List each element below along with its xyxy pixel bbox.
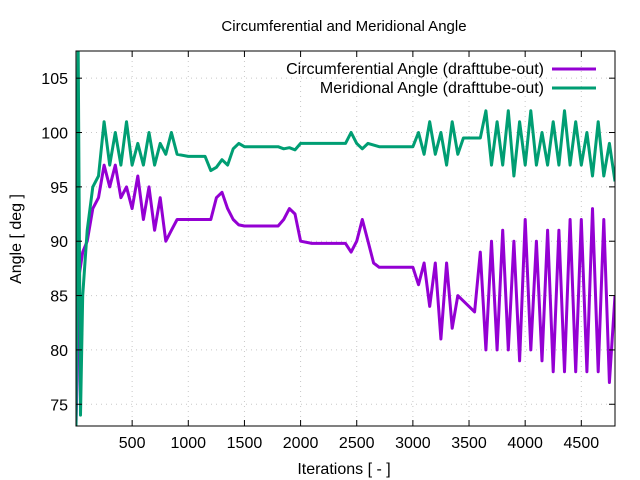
- axis-ticks: 500 1000 1500 2000 2500 3000 3500 4000 4500 75 80 8…: [41, 51, 615, 452]
- y-tick-label: 75: [50, 397, 68, 414]
- legend-label-0: Circumferential Angle (drafttube-out): [286, 61, 544, 78]
- x-tick-label: 3000: [395, 435, 431, 452]
- series-line-1: [76, 51, 615, 426]
- y-tick-label: 90: [50, 234, 68, 251]
- y-tick-label: 100: [41, 126, 68, 143]
- y-tick-label: 85: [50, 289, 68, 306]
- x-tick-label: 1000: [170, 435, 206, 452]
- y-tick-label: 80: [50, 343, 68, 360]
- series-line-0: [76, 163, 615, 426]
- x-tick-label: 3500: [451, 435, 487, 452]
- x-tick-label: 4500: [564, 435, 600, 452]
- x-tick-label: 2500: [339, 435, 375, 452]
- legend-label-1: Meridional Angle (drafttube-out): [320, 80, 544, 97]
- y-tick-label: 105: [41, 71, 68, 88]
- x-tick-label: 4000: [507, 435, 543, 452]
- x-axis-label: Iterations [ - ]: [297, 461, 390, 478]
- y-tick-label: 95: [50, 180, 68, 197]
- y-axis-label: Angle [ deg ]: [8, 194, 25, 284]
- chart-title: Circumferential and Meridional Angle: [221, 18, 466, 35]
- x-tick-label: 500: [119, 435, 146, 452]
- x-tick-label: 1500: [227, 435, 263, 452]
- legend: Circumferential Angle (drafttube-out) Mer…: [286, 61, 596, 97]
- plot-border: [75, 50, 616, 427]
- x-tick-label: 2000: [283, 435, 319, 452]
- series-layer: [76, 51, 615, 426]
